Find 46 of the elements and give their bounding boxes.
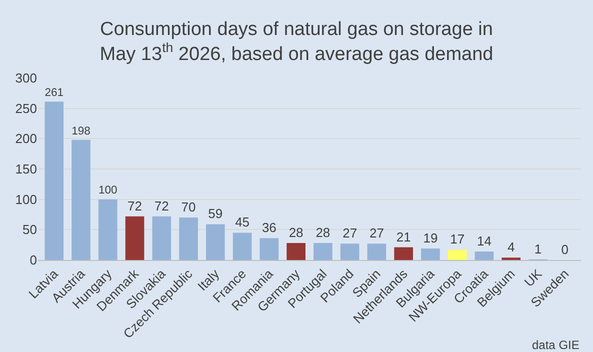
y-tick-label: 200 (15, 131, 37, 146)
y-tick-label: 50 (22, 222, 37, 238)
bar (72, 140, 90, 260)
bar (286, 243, 306, 260)
data-label: 21 (396, 229, 411, 244)
text: data GIE (532, 338, 580, 352)
chart-title: Consumption days of natural gas on storage in May 13$^{th}$ 2026, based on average gas demand (100, 19, 494, 65)
bar (421, 248, 440, 260)
data-label: 198 (72, 125, 90, 138)
data-label: 27 (369, 226, 384, 241)
data-label: 70 (181, 200, 196, 215)
bar (152, 216, 172, 260)
bar (448, 250, 467, 260)
data-label: 100 (98, 184, 118, 197)
bar (44, 102, 64, 260)
data-label: 72 (128, 198, 142, 214)
bar (260, 238, 279, 260)
data-label: 36 (262, 220, 276, 236)
data-label: 59 (208, 206, 223, 222)
data-label: 0 (561, 242, 568, 257)
y-tick-label: 100 (15, 192, 37, 207)
bar (314, 243, 332, 260)
data-label: 19 (423, 230, 438, 246)
bar (232, 232, 252, 260)
bar (125, 216, 144, 260)
data-label: 1 (534, 241, 542, 256)
bar (340, 244, 360, 260)
data-label: 45 (235, 214, 250, 230)
y-tick-label: 250 (15, 100, 37, 116)
bar (394, 247, 413, 260)
data-label: 28 (316, 225, 330, 240)
y-tick-label: 150 (15, 162, 37, 177)
bar (179, 218, 198, 260)
y-tick-label: 300 (15, 70, 37, 86)
bar (474, 252, 494, 260)
bar (206, 224, 225, 260)
data-label: 17 (450, 232, 465, 247)
data-label: 261 (44, 87, 64, 100)
bar (98, 199, 118, 260)
data-label: 4 (507, 240, 515, 255)
data-label: 72 (154, 198, 169, 214)
data-label: 14 (476, 234, 492, 249)
bar (367, 244, 386, 260)
data-label: 27 (342, 226, 358, 241)
data-label: 28 (288, 225, 304, 240)
y-tick-label: 0 (30, 252, 37, 268)
